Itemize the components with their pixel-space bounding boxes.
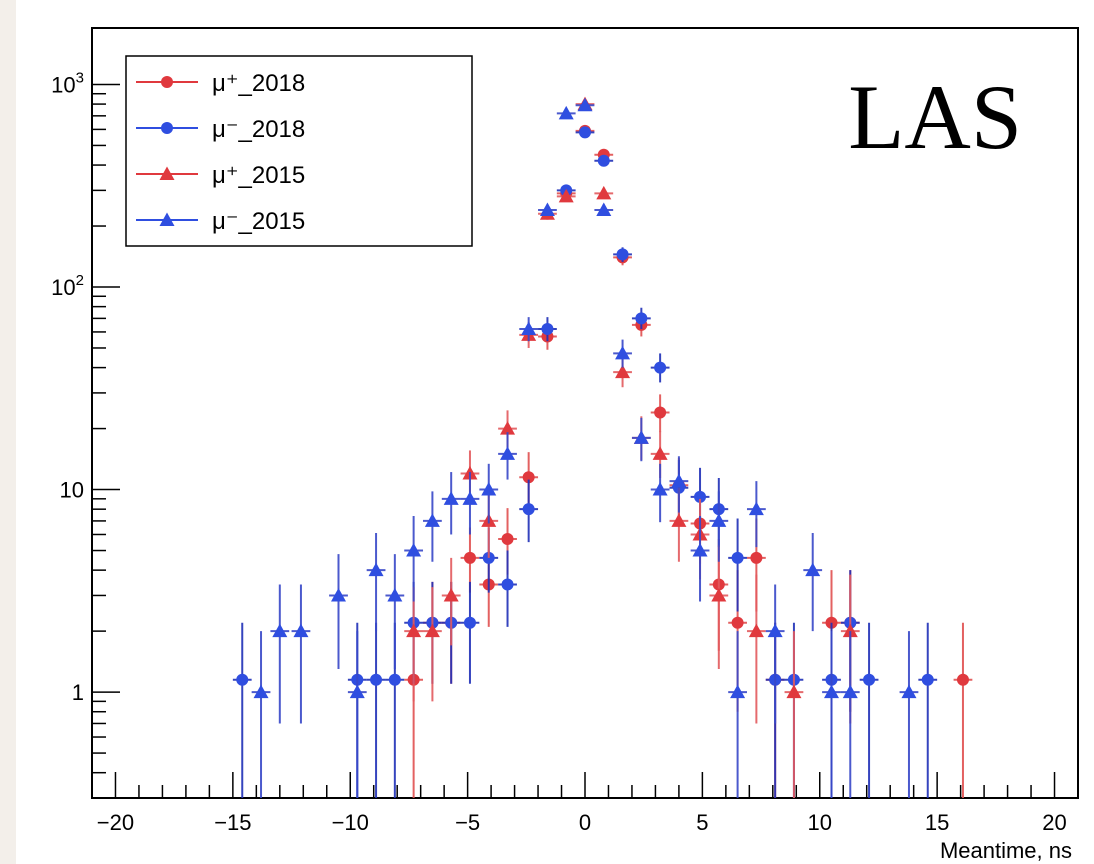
triangle-marker — [805, 562, 821, 577]
triangle-marker — [652, 482, 668, 496]
triangle-marker — [500, 446, 516, 460]
triangle-marker — [842, 684, 858, 699]
circle-marker — [921, 673, 934, 686]
triangle-marker — [711, 587, 727, 602]
triangle-marker — [443, 587, 459, 602]
triangle-marker — [349, 684, 365, 699]
triangle-marker — [462, 491, 478, 505]
circle-marker — [654, 406, 667, 419]
triangle-marker — [842, 623, 858, 638]
x-tick-label: 15 — [925, 810, 949, 835]
triangle-marker — [615, 345, 631, 360]
circle-marker — [616, 248, 629, 261]
legend-box — [125, 55, 473, 247]
triangle-marker — [293, 623, 309, 638]
circle-marker — [161, 122, 173, 134]
triangle-marker — [424, 623, 440, 638]
legend-entry-label: μ⁻_2015 — [212, 208, 305, 235]
triangle-marker — [539, 202, 555, 216]
x-tick-label: −5 — [455, 810, 480, 835]
x-tick-label: 20 — [1042, 810, 1066, 835]
legend: μ⁺_2018 μ⁻_2018 μ⁺_2015 μ⁻_2015 — [125, 55, 473, 247]
x-tick-label: 10 — [808, 810, 832, 835]
x-tick-label: −10 — [332, 810, 369, 835]
circle-marker — [750, 551, 763, 564]
triangle-marker — [159, 212, 175, 226]
series-layer — [232, 96, 973, 798]
circle-marker — [522, 503, 535, 516]
triangle-marker — [521, 321, 537, 336]
triangle-marker — [368, 562, 384, 577]
x-tick-label: 5 — [696, 810, 708, 835]
circle-marker — [501, 532, 514, 545]
x-axis: −20 −15 −10 −5 0 5 10 15 20 — [97, 772, 1067, 835]
triangle-marker — [596, 202, 612, 216]
circle-marker — [731, 551, 744, 564]
legend-entry-label: μ⁺_2018 — [212, 70, 305, 97]
y-tick-label: 10 — [60, 478, 84, 503]
y-axis: 1 10 102 103 — [51, 69, 120, 799]
triangle-marker — [767, 623, 783, 638]
circle-marker — [388, 673, 401, 686]
circle-marker — [597, 154, 610, 167]
triangle-marker — [481, 482, 497, 496]
x-tick-label: −20 — [97, 810, 134, 835]
y-tick-label: 102 — [51, 272, 84, 300]
circle-marker — [522, 471, 535, 484]
x-tick-label: 0 — [579, 810, 591, 835]
triangle-marker — [748, 501, 764, 516]
triangle-marker — [596, 185, 612, 200]
legend-entry-label: μ⁻_2018 — [212, 116, 305, 143]
triangle-marker — [331, 587, 346, 602]
triangle-marker — [901, 684, 917, 699]
triangle-marker — [633, 430, 649, 444]
circle-marker — [370, 673, 383, 686]
triangle-marker — [615, 364, 631, 379]
triangle-marker — [406, 623, 422, 638]
circle-marker — [463, 616, 476, 629]
triangle-marker — [500, 421, 516, 435]
triangle-marker — [387, 587, 403, 602]
triangle-marker — [748, 623, 764, 638]
triangle-marker — [786, 684, 802, 699]
triangle-marker — [671, 473, 687, 488]
triangle-marker — [406, 543, 422, 557]
triangle-marker — [424, 513, 440, 527]
triangle-marker — [443, 491, 459, 505]
triangle-marker — [577, 97, 593, 112]
circle-marker — [956, 673, 969, 686]
x-tick-label: −15 — [214, 810, 251, 835]
circle-marker — [501, 578, 514, 591]
circle-marker — [579, 126, 591, 139]
x-axis-title: Meantime, ns — [940, 838, 1072, 863]
triangle-marker — [730, 684, 746, 699]
y-tick-label: 103 — [51, 69, 84, 97]
triangle-marker — [671, 513, 687, 527]
triangle-marker — [652, 446, 668, 460]
y-tick-label: 1 — [72, 680, 84, 705]
circle-marker — [161, 76, 173, 88]
series-group — [251, 97, 919, 798]
triangle-marker — [558, 188, 574, 203]
circle-marker — [635, 312, 648, 325]
circle-marker — [654, 361, 667, 374]
circle-marker — [236, 673, 249, 686]
triangle-marker — [558, 105, 574, 120]
circle-marker — [863, 673, 876, 686]
legend-entry-label: μ⁺_2015 — [212, 162, 305, 189]
circle-marker — [731, 616, 744, 629]
triangle-marker — [253, 684, 269, 699]
triangle-marker — [272, 623, 288, 638]
circle-marker — [541, 323, 554, 336]
triangle-marker — [159, 166, 175, 180]
triangle-marker — [711, 513, 727, 527]
triangle-marker — [692, 543, 708, 557]
circle-marker — [694, 490, 707, 503]
tag-label: LAS — [848, 66, 1022, 168]
triangle-marker — [824, 684, 839, 699]
circle-marker — [463, 551, 476, 564]
